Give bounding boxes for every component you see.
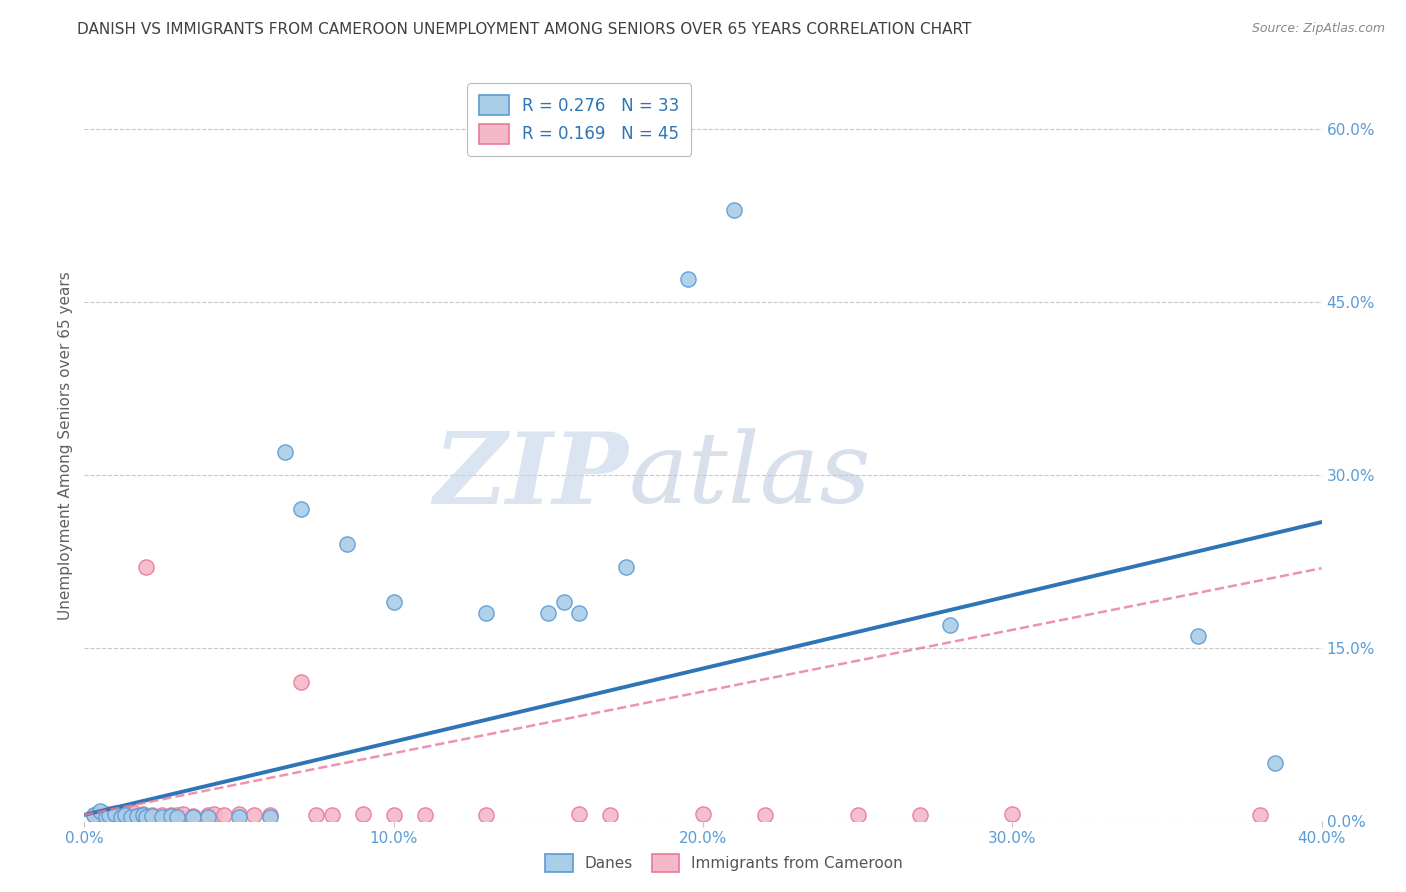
- Point: [129, 808, 152, 822]
- Point: [83, 808, 105, 822]
- Point: [98, 808, 121, 822]
- Point: [98, 806, 121, 821]
- Point: [86, 806, 108, 821]
- Point: [243, 808, 266, 822]
- Point: [553, 594, 575, 608]
- Point: [290, 502, 312, 516]
- Point: [94, 808, 117, 822]
- Text: DANISH VS IMMIGRANTS FROM CAMEROON UNEMPLOYMENT AMONG SENIORS OVER 65 YEARS CORR: DANISH VS IMMIGRANTS FROM CAMEROON UNEMP…: [77, 22, 972, 37]
- Point: [336, 537, 359, 551]
- Point: [382, 808, 405, 822]
- Point: [475, 606, 498, 620]
- Point: [908, 808, 931, 822]
- Point: [166, 810, 188, 824]
- Legend: Danes, Immigrants from Cameroon: Danes, Immigrants from Cameroon: [537, 846, 911, 880]
- Point: [122, 805, 145, 820]
- Point: [107, 806, 129, 821]
- Point: [120, 810, 142, 824]
- Text: Source: ZipAtlas.com: Source: ZipAtlas.com: [1251, 22, 1385, 36]
- Point: [181, 809, 204, 823]
- Point: [104, 805, 127, 820]
- Point: [352, 806, 374, 821]
- Text: atlas: atlas: [628, 428, 872, 524]
- Point: [413, 808, 436, 822]
- Point: [1001, 806, 1024, 821]
- Point: [132, 806, 155, 821]
- Point: [692, 806, 714, 821]
- Point: [537, 606, 560, 620]
- Point: [114, 806, 136, 821]
- Point: [114, 808, 136, 822]
- Legend: R = 0.276   N = 33, R = 0.169   N = 45: R = 0.276 N = 33, R = 0.169 N = 45: [467, 84, 692, 156]
- Point: [321, 808, 343, 822]
- Point: [212, 808, 235, 822]
- Point: [1187, 629, 1209, 643]
- Point: [259, 808, 281, 822]
- Point: [120, 808, 142, 822]
- Point: [160, 808, 183, 822]
- Point: [568, 806, 591, 821]
- Point: [475, 808, 498, 822]
- Point: [197, 808, 219, 822]
- Point: [110, 808, 132, 822]
- Point: [91, 805, 114, 820]
- Point: [132, 808, 155, 822]
- Point: [150, 810, 173, 824]
- Point: [89, 805, 111, 819]
- Text: ZIP: ZIP: [434, 428, 628, 524]
- Point: [939, 617, 962, 632]
- Point: [290, 675, 312, 690]
- Point: [181, 810, 204, 824]
- Point: [141, 809, 163, 823]
- Point: [125, 809, 148, 823]
- Point: [202, 806, 225, 821]
- Y-axis label: Unemployment Among Seniors over 65 years: Unemployment Among Seniors over 65 years: [58, 272, 73, 620]
- Point: [166, 808, 188, 822]
- Point: [135, 810, 157, 824]
- Point: [228, 806, 250, 821]
- Point: [104, 806, 127, 821]
- Point: [754, 808, 776, 822]
- Point: [568, 606, 591, 620]
- Point: [83, 808, 105, 822]
- Point: [1264, 756, 1286, 770]
- Point: [150, 808, 173, 822]
- Point: [676, 272, 699, 286]
- Point: [125, 809, 148, 823]
- Point: [305, 808, 328, 822]
- Point: [599, 808, 621, 822]
- Point: [382, 594, 405, 608]
- Point: [197, 810, 219, 824]
- Point: [1249, 808, 1271, 822]
- Point: [614, 560, 637, 574]
- Point: [274, 444, 297, 458]
- Point: [141, 808, 163, 822]
- Point: [259, 810, 281, 824]
- Point: [110, 810, 132, 824]
- Point: [172, 806, 194, 821]
- Point: [228, 810, 250, 824]
- Point: [160, 809, 183, 823]
- Point: [94, 810, 117, 824]
- Point: [135, 560, 157, 574]
- Point: [846, 808, 869, 822]
- Point: [101, 809, 124, 823]
- Point: [117, 809, 139, 823]
- Point: [723, 202, 745, 217]
- Point: [89, 809, 111, 823]
